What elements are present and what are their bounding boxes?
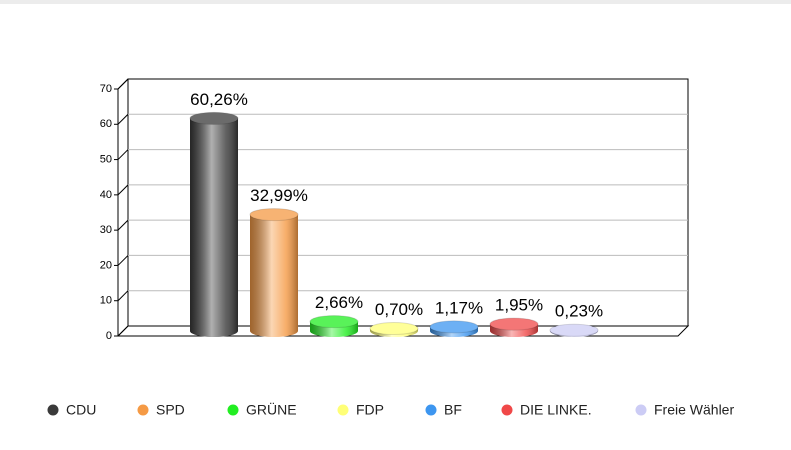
y-tick-label: 0 bbox=[106, 330, 112, 342]
legend-label: GRÜNE bbox=[246, 401, 297, 418]
legend-swatch bbox=[425, 404, 437, 416]
value-label: 32,99% bbox=[250, 186, 308, 205]
value-label: 2,66% bbox=[315, 293, 363, 312]
legend-swatch bbox=[337, 404, 349, 416]
legend-label: FDP bbox=[356, 402, 384, 418]
value-label: 1,95% bbox=[495, 296, 543, 315]
side-grid-line bbox=[117, 113, 129, 125]
bar-top bbox=[489, 317, 539, 331]
y-tick-label: 70 bbox=[100, 83, 112, 95]
value-label: 60,26% bbox=[190, 90, 248, 109]
bar-top bbox=[429, 320, 479, 334]
side-grid-line bbox=[117, 219, 129, 231]
bar-top bbox=[369, 322, 419, 336]
legend-label: CDU bbox=[66, 402, 96, 418]
legend-swatch bbox=[137, 404, 149, 416]
legend-label: Freie Wähler bbox=[654, 402, 734, 418]
side-grid-line bbox=[117, 255, 129, 266]
y-tick-label: 60 bbox=[100, 118, 112, 130]
bar-top bbox=[549, 323, 599, 337]
bar-top-shade bbox=[430, 320, 478, 333]
legend-swatch bbox=[227, 404, 239, 416]
value-label: 0,70% bbox=[375, 300, 423, 319]
bar-top-shade bbox=[250, 208, 298, 221]
value-label: 1,17% bbox=[435, 298, 483, 317]
y-tick-label: 20 bbox=[100, 259, 112, 271]
legend-label: SPD bbox=[156, 402, 185, 418]
bar-top bbox=[189, 111, 239, 125]
legend-label: BF bbox=[444, 402, 462, 418]
bar-shade bbox=[190, 118, 238, 331]
y-axis-top bbox=[117, 78, 129, 90]
bar-shade bbox=[250, 214, 298, 331]
bar-top bbox=[309, 315, 359, 329]
y-tick-label: 50 bbox=[100, 153, 112, 165]
bar-top-shade bbox=[550, 324, 598, 337]
bar-top bbox=[249, 208, 299, 222]
side-grid-line bbox=[117, 290, 129, 302]
legend-label: DIE LINKE. bbox=[520, 402, 592, 418]
side-grid-line bbox=[117, 149, 129, 160]
y-tick-label: 10 bbox=[100, 295, 112, 307]
legend-swatch bbox=[501, 404, 513, 416]
value-label: 0,23% bbox=[555, 302, 603, 321]
bar-top-shade bbox=[490, 318, 538, 331]
top-strip bbox=[0, 0, 791, 4]
legend-swatch bbox=[635, 404, 647, 416]
bar-top-shade bbox=[310, 315, 358, 328]
legend-swatch bbox=[47, 404, 59, 416]
y-tick-label: 40 bbox=[100, 189, 112, 201]
side-grid-line bbox=[117, 325, 129, 337]
bar-top-shade bbox=[370, 322, 418, 335]
bar-top-shade bbox=[190, 112, 238, 125]
side-grid-line bbox=[117, 184, 129, 196]
y-tick-label: 30 bbox=[100, 224, 112, 236]
